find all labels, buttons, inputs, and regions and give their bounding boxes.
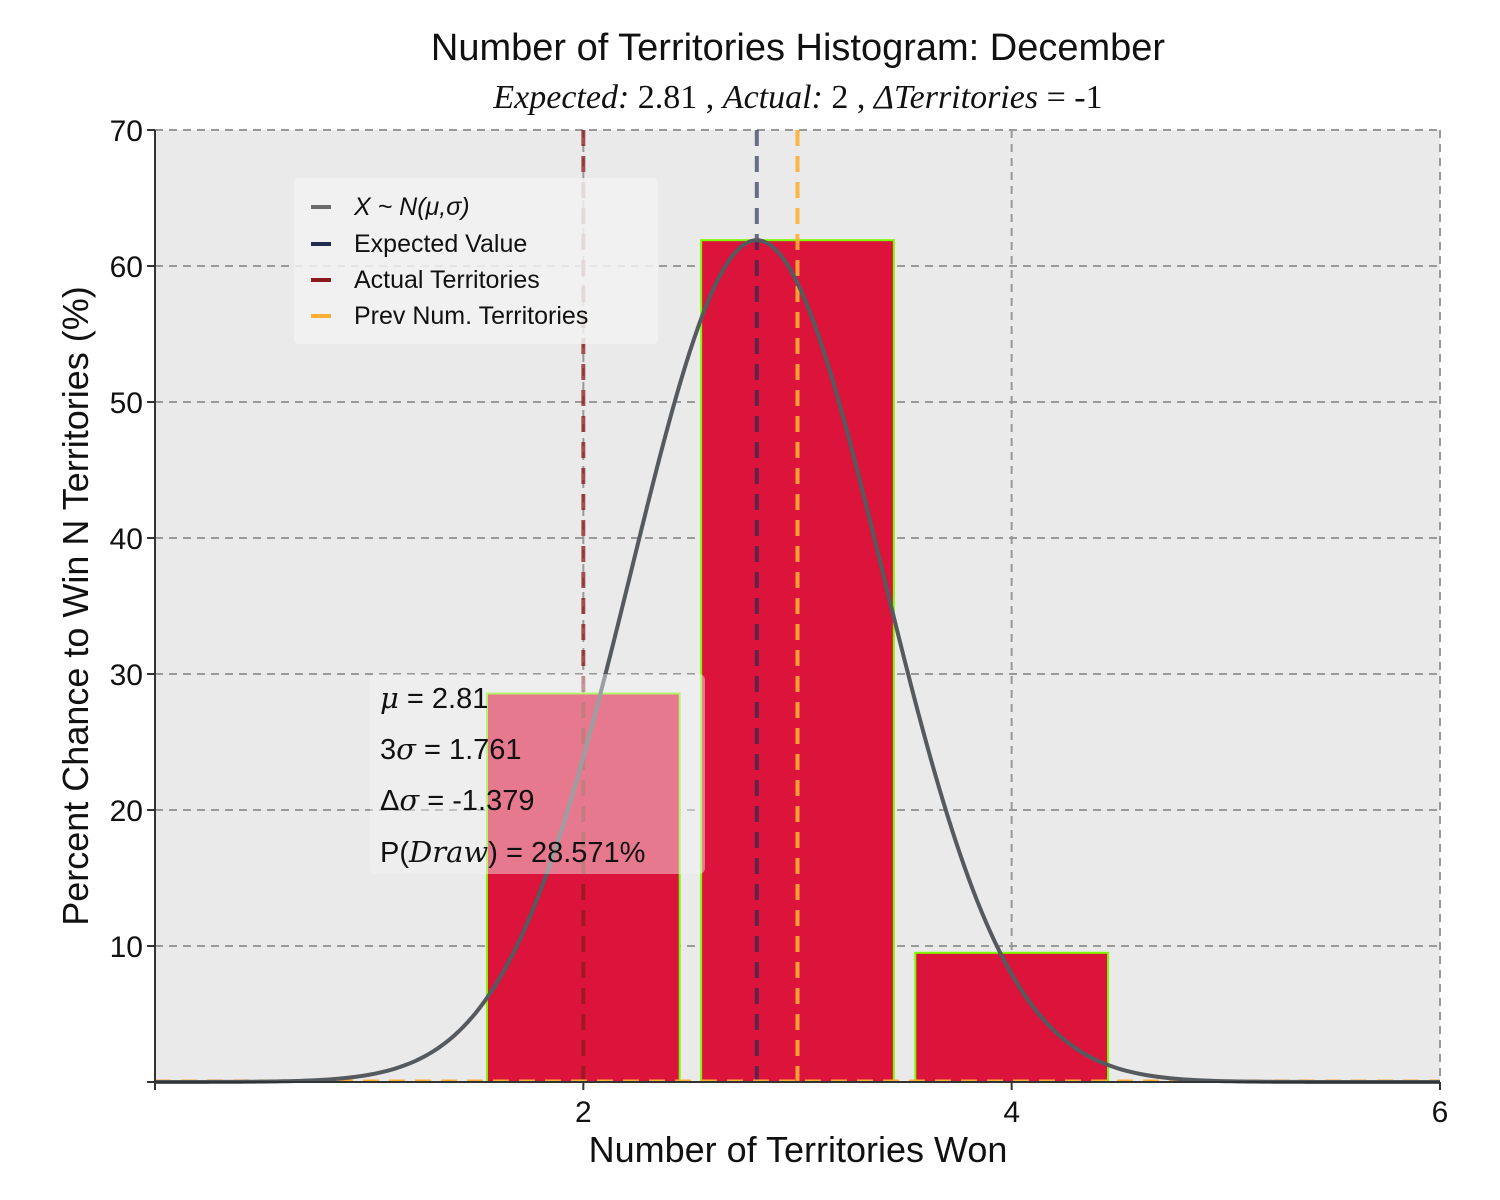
subtitle-delta-label: ΔTerritories: [872, 79, 1038, 116]
subtitle-expected-label: Expected:: [492, 79, 629, 116]
x-tick-label-2: 2: [575, 1096, 592, 1129]
subtitle-separator-1: ,: [706, 79, 723, 116]
x-axis-label: Number of Territories Won: [589, 1129, 1008, 1170]
chart-subtitle: Expected: 2.81 , Actual: 2 , ΔTerritorie…: [492, 79, 1102, 116]
legend-label-expected: Expected Value: [354, 230, 527, 258]
stats-delta-prefix: Δ: [380, 785, 399, 817]
y-tick-label-50: 50: [110, 387, 143, 420]
x-tick-label-6: 6: [1432, 1096, 1449, 1129]
y-tick-label-70: 70: [110, 115, 143, 148]
legend-label-previous: Prev Num. Territories: [354, 302, 588, 330]
stats-delta-symbol: σ: [399, 783, 420, 817]
x-tick-label-4: 4: [1003, 1096, 1020, 1129]
stats-p-symbol: Draw: [408, 835, 488, 869]
stats-mean: μ = 2.81: [380, 681, 488, 715]
y-axis-label: Percent Chance to Win N Territories (%): [55, 286, 96, 926]
legend-label-normal: X ~ N(μ,σ): [353, 193, 470, 221]
y-tick-label-60: 60: [110, 251, 143, 284]
subtitle-delta-number: -1: [1074, 79, 1102, 116]
legend-box: [294, 178, 658, 344]
y-tick-label-30: 30: [110, 659, 143, 692]
stats-annotation: μ = 2.81 3σ = 1.761 Δσ = -1.379 P(Draw) …: [370, 674, 705, 874]
y-tick-label-20: 20: [110, 795, 143, 828]
stats-sigma-symbol: σ: [396, 732, 417, 766]
stats-p-prefix: P(: [380, 837, 409, 869]
subtitle-expected-number: 2.81: [638, 79, 698, 116]
subtitle-delta-equals: =: [1047, 79, 1075, 116]
stats-delta-value: = -1.379: [419, 785, 534, 817]
y-tick-label-10: 10: [110, 931, 143, 964]
stats-three-sigma: 3σ = 1.761: [380, 732, 522, 766]
y-tick-label-40: 40: [110, 523, 143, 556]
stats-mu-symbol: μ: [380, 681, 399, 715]
subtitle-actual-number: 2: [831, 79, 848, 116]
stats-delta-sigma: Δσ = -1.379: [380, 783, 534, 817]
stats-draw-probability: P(Draw) = 28.571%: [380, 835, 645, 869]
stats-sigma-prefix: 3: [380, 734, 396, 766]
legend-label-actual: Actual Territories: [354, 266, 540, 294]
legend: X ~ N(μ,σ) Expected Value Actual Territo…: [294, 178, 658, 344]
subtitle-actual-label: Actual:: [721, 79, 823, 116]
chart-title: Number of Territories Histogram: Decembe…: [431, 27, 1166, 69]
stats-mu-value: = 2.81: [399, 683, 489, 715]
stats-p-value: ) = 28.571%: [488, 837, 645, 869]
stats-box-background: [370, 674, 705, 874]
stats-sigma-value: = 1.761: [416, 734, 522, 766]
subtitle-separator-2: ,: [857, 79, 874, 116]
axes: 10 20 30 40 50 60 70 2 4 6: [110, 115, 1449, 1129]
